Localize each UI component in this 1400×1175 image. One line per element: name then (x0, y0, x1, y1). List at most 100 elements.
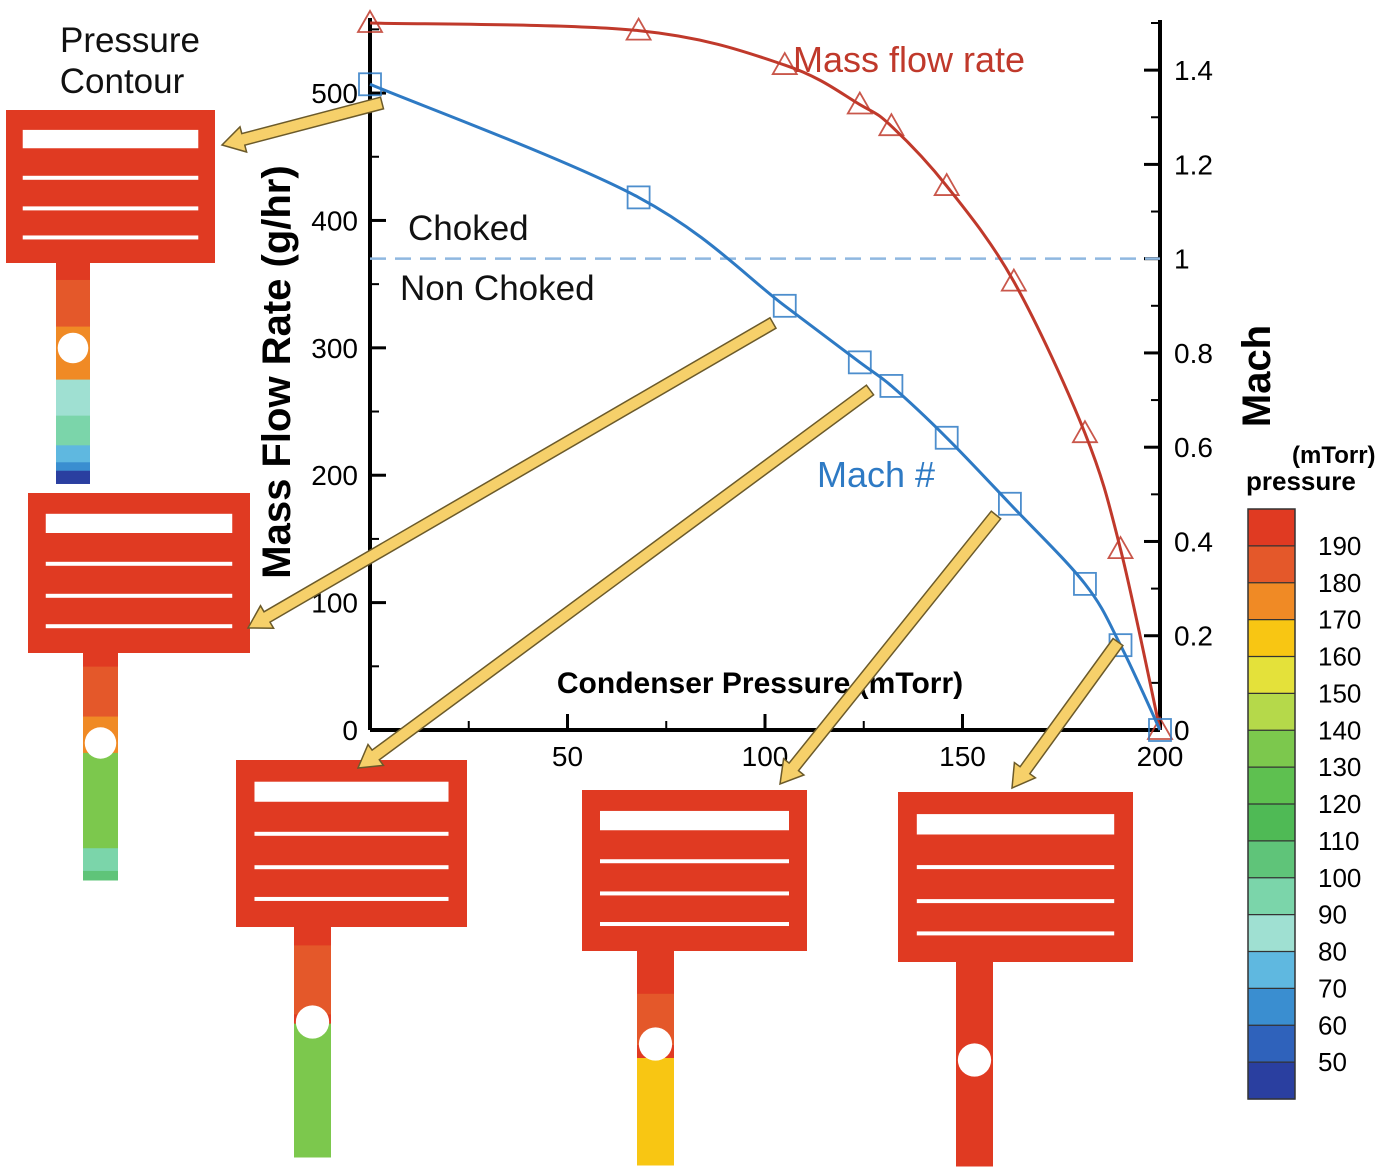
data-point-triangle (1146, 716, 1174, 740)
contour-stem-segment (83, 666, 118, 718)
contour-thumbnail-2 (28, 493, 250, 881)
contour-slot (254, 781, 449, 802)
contour-slot (600, 810, 789, 831)
data-point-triangle (771, 51, 799, 75)
colorbar-level-label: 150 (1318, 678, 1361, 708)
contour-stem-segment (294, 945, 331, 1015)
series-line (369, 21, 1162, 731)
x-tick-label: 150 (939, 741, 986, 772)
series-label-mach: Mach # (817, 454, 935, 495)
x-tick-label: 50 (552, 741, 583, 772)
colorbar-level-label: 80 (1318, 937, 1347, 967)
colorbar-level-label: 180 (1318, 568, 1361, 598)
contour-stem-segment (83, 653, 118, 668)
contour-arrow-2 (246, 316, 778, 629)
contour-slot-line (916, 865, 1115, 870)
contour-stem-segment (56, 462, 90, 472)
data-point-triangle (933, 172, 961, 196)
colorbar-band (1248, 877, 1295, 916)
colorbar-band (1248, 840, 1295, 879)
colorbar-level-label: 170 (1318, 605, 1361, 635)
data-point-triangle (1106, 535, 1135, 560)
x-tick-label: 200 (1137, 741, 1184, 772)
y2-tick-label: 0 (1174, 715, 1190, 746)
colorbar-band (1248, 730, 1295, 768)
contour-thumbnails (6, 110, 1133, 1167)
contour-stem-segment (56, 379, 90, 417)
x-tick-label: 100 (742, 741, 789, 772)
y2-tick-label: 1.4 (1174, 55, 1213, 86)
colorbar-level-label: 50 (1318, 1047, 1347, 1077)
contour-stem-segment (83, 752, 118, 849)
contour-stem-segment (83, 870, 118, 881)
colorbar-level-label: 190 (1318, 531, 1361, 561)
y2-tick-label: 0.4 (1174, 526, 1213, 557)
contour-slot-line (916, 899, 1115, 904)
colorbar-label: pressure (1246, 466, 1356, 496)
contour-arrow-5 (1011, 637, 1124, 790)
contour-thumbnail-5 (898, 792, 1133, 1167)
colorbar-level-label: 120 (1318, 789, 1361, 819)
contour-arrows (220, 96, 1124, 790)
data-point-square (1073, 571, 1097, 596)
region-label-non-choked: Non Choked (400, 269, 595, 308)
colorbar-unit: (mTorr) (1292, 442, 1376, 469)
colorbar-band (1248, 582, 1295, 621)
pressure-colorbar: 190 180 170 160 150 140 130 120 110 100 90 80 70 60 50 (1247, 508, 1361, 1100)
data-point-triangle (356, 9, 384, 33)
colorbar-band (1248, 619, 1295, 658)
data-point-triangle (625, 16, 653, 41)
contour-arrow-4 (779, 510, 1002, 786)
contour-orifice (84, 727, 117, 759)
data-point-square (626, 185, 651, 210)
colorbar-band (1248, 545, 1295, 584)
contour-stem-segment (56, 279, 90, 328)
y2-axis-title: Mach (1235, 325, 1279, 427)
series-line (369, 82, 1162, 731)
contour-arrow-3 (356, 384, 875, 769)
contour-stem-segment (83, 848, 118, 872)
data-point-triangle (846, 90, 874, 115)
y2-tick-label: 0.8 (1174, 338, 1213, 369)
colorbar-level-label: 140 (1318, 715, 1361, 745)
contour-stem-segment (56, 415, 90, 446)
colorbar-band (1248, 804, 1295, 842)
contour-arrow-1 (220, 96, 385, 154)
contour-slot (45, 513, 233, 533)
y2-tick-label: 1.2 (1174, 149, 1213, 180)
contour-thumbnail-1 (6, 110, 215, 484)
colorbar-band (1248, 1025, 1295, 1063)
y2-tick-label: 0.2 (1174, 621, 1213, 652)
contour-slot-line (45, 561, 233, 566)
contour-slot-line (600, 891, 789, 896)
series-label-mass-flow-rate: Mass flow rate (793, 39, 1025, 80)
y-tick-label: 400 (311, 205, 358, 236)
series-mass-flow-rate (356, 9, 1174, 740)
colorbar-level-label: 60 (1318, 1010, 1347, 1040)
y-tick-label: 500 (311, 78, 358, 109)
x-axis-title: Condenser Pressure (mTorr) (557, 667, 963, 700)
contour-slot (22, 129, 199, 149)
data-point-triangle (1000, 267, 1028, 292)
data-point-square (1148, 718, 1172, 742)
contour-slot-line (45, 593, 233, 598)
colorbar-band (1248, 1062, 1295, 1100)
contour-stem-segment (56, 263, 90, 281)
y2-tick-label: 1 (1174, 244, 1190, 275)
contour-panel-title-line2: Contour (60, 62, 185, 101)
contour-orifice (638, 1027, 673, 1061)
colorbar-level-label: 130 (1318, 752, 1361, 782)
series-mach (358, 72, 1172, 742)
y-tick-label: 0 (342, 715, 358, 746)
contour-slot-line (254, 865, 449, 870)
contour-stem-segment (637, 1058, 674, 1166)
y-axis-title: Mass Flow Rate (g/hr) (255, 165, 299, 578)
colorbar-band (1248, 951, 1295, 989)
contour-stem-segment (56, 445, 90, 463)
contour-slot-line (22, 206, 199, 211)
contour-slot-line (600, 922, 789, 927)
contour-orifice (957, 1043, 992, 1077)
colorbar-level-label: 110 (1318, 826, 1359, 856)
